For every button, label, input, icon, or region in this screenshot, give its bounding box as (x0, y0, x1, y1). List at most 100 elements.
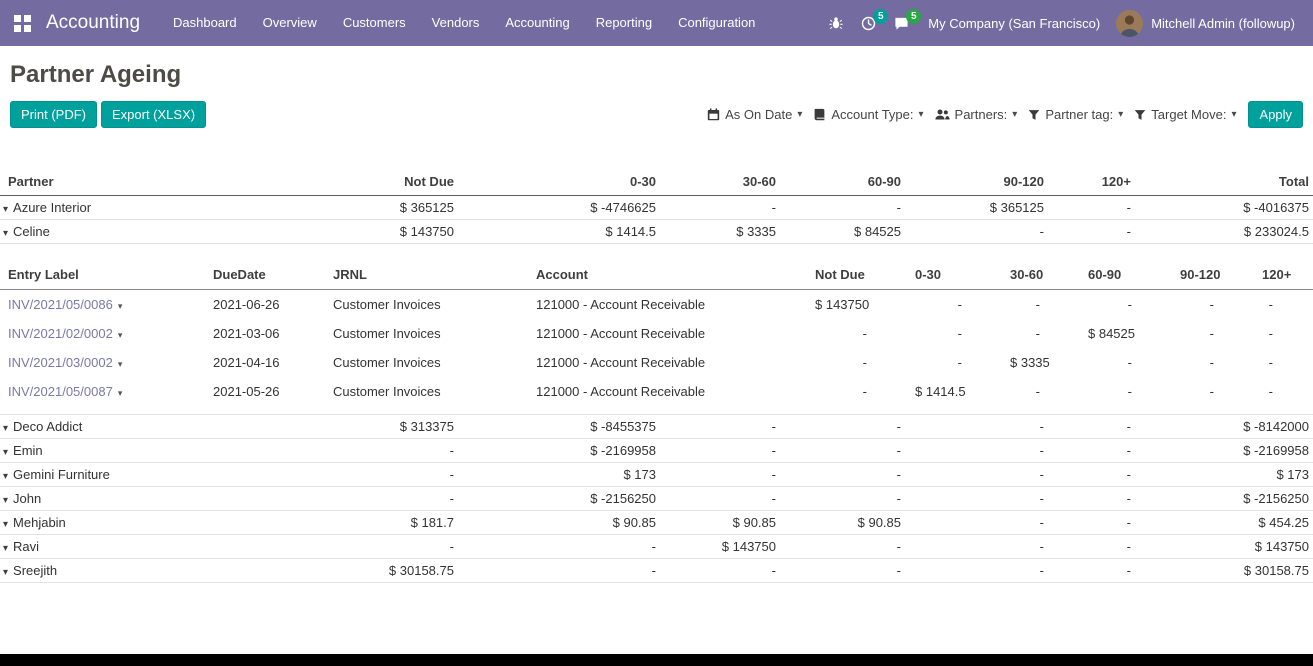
partner-name: Sreejith (13, 563, 58, 578)
filter-label: Account Type: (831, 107, 914, 122)
chevron-down-icon[interactable]: ▾ (117, 330, 123, 340)
bucket-120-plus-cell: - (1048, 195, 1135, 220)
column-header-120-plus: 120+ (1048, 168, 1135, 196)
partner-name: Mehjabin (13, 515, 66, 530)
partner-row[interactable]: ▾ Mehjabin $ 181.7 $ 90.85 $ 90.85 $ 90.8… (0, 510, 1313, 535)
not-due-cell: - (862, 326, 867, 341)
ageing-summary-table-top: Partner Not Due 0-30 30-60 60-90 90-120 … (0, 168, 1313, 244)
menu-item[interactable]: Vendors (431, 15, 480, 30)
chevron-down-icon: ▾ (3, 495, 9, 506)
filter-as-on-date[interactable]: As On Date ▾ (707, 107, 802, 122)
bucket-120-plus-cell: - (1048, 510, 1135, 535)
partner-row[interactable]: ▾ Emin - $ -2169958 - - - - $ -2169958 (0, 438, 1313, 463)
chevron-down-icon: ▾ (3, 567, 9, 578)
menu-item[interactable]: Configuration (678, 15, 756, 30)
not-due-cell: $ 143750 (815, 297, 870, 312)
filter-label: As On Date (725, 107, 793, 122)
partner-name-cell[interactable]: ▾ Sreejith (0, 558, 300, 583)
partner-name-cell[interactable]: ▾ Gemini Furniture (0, 462, 300, 487)
bucket-0-30-cell: - (957, 326, 962, 341)
column-header-entry-label: Entry Label (0, 260, 205, 290)
partner-name-cell[interactable]: ▾ John (0, 486, 300, 511)
partner-row[interactable]: ▾ Deco Addict $ 313375 $ -8455375 - - - -… (0, 414, 1313, 439)
menu-item[interactable]: Overview (262, 15, 317, 30)
not-due-cell: - (862, 355, 867, 370)
filter-icon (1028, 109, 1040, 121)
bucket-120-plus-cell: - (1048, 534, 1135, 559)
partner-row[interactable]: ▾ John - $ -2156250 - - - - $ -2156250 (0, 486, 1313, 511)
filter-partner-tag[interactable]: Partner tag: ▾ (1028, 107, 1123, 122)
bucket-60-90-cell: - (1127, 297, 1132, 312)
partner-name-cell[interactable]: ▾ Azure Interior (0, 195, 300, 220)
chevron-down-icon[interactable]: ▾ (117, 301, 123, 311)
apply-button[interactable]: Apply (1248, 101, 1303, 128)
filter-bar: As On Date ▾ Account Type: ▾ (707, 107, 1236, 122)
partner-row[interactable]: ▾ Sreejith $ 30158.75 - - - - - $ 30158.7… (0, 558, 1313, 583)
filter-label: Partner tag: (1045, 107, 1114, 122)
partner-name-cell[interactable]: ▾ Celine (0, 219, 300, 244)
journal-cell: Customer Invoices (333, 297, 441, 312)
ageing-summary-table-bottom: ▾ Deco Addict $ 313375 $ -8455375 - - - -… (0, 414, 1313, 583)
not-due-cell: $ 30158.75 (300, 558, 458, 583)
app-name[interactable]: Accounting (46, 12, 141, 33)
debug-bug-icon[interactable] (820, 8, 852, 38)
filter-account-type[interactable]: Account Type: ▾ (813, 107, 924, 122)
bucket-30-60-cell: $ 3335 (660, 219, 780, 244)
apps-menu-button[interactable] (0, 0, 44, 46)
chevron-down-icon: ▾ (1231, 109, 1237, 120)
filter-target-move[interactable]: Target Move: ▾ (1134, 107, 1236, 122)
entry-label-cell: INV/2021/02/0002 ▾ (0, 319, 205, 348)
entry-link[interactable]: INV/2021/05/0087 (8, 384, 113, 399)
activity-menu-button[interactable]: 5 (852, 8, 889, 39)
chevron-down-icon[interactable]: ▾ (117, 359, 123, 369)
bucket-60-90-cell: - (780, 462, 905, 487)
partner-row[interactable]: ▾ Azure Interior $ 365125 $ -4746625 - - … (0, 195, 1313, 220)
bucket-0-30-cell: - (458, 558, 660, 583)
filter-partners[interactable]: Partners: ▾ (934, 107, 1018, 122)
bucket-90-120-cell: - (905, 438, 1048, 463)
bucket-0-30-cell: $ 1414.5 (915, 384, 966, 399)
partner-name-cell[interactable]: ▾ Mehjabin (0, 510, 300, 535)
partner-name-cell[interactable]: ▾ Emin (0, 438, 300, 463)
bucket-60-90-cell: - (780, 534, 905, 559)
print-pdf-button[interactable]: Print (PDF) (10, 101, 97, 128)
partner-row[interactable]: ▾ Celine $ 143750 $ 1414.5 $ 3335 $ 84525… (0, 219, 1313, 244)
menu-item[interactable]: Accounting (505, 15, 570, 30)
journal-item-row: INV/2021/03/0002 ▾ 2021-04-16 Customer In… (0, 348, 1313, 377)
chevron-down-icon: ▾ (3, 228, 9, 239)
entry-link[interactable]: INV/2021/02/0002 (8, 326, 113, 341)
partner-row[interactable]: ▾ Ravi - - $ 143750 - - - $ 143750 (0, 534, 1313, 559)
messages-menu-button[interactable]: 5 (885, 8, 922, 39)
export-xlsx-button[interactable]: Export (XLSX) (101, 101, 207, 128)
avatar (1116, 9, 1144, 37)
chevron-down-icon: ▾ (3, 423, 9, 434)
bucket-90-120-cell: - (905, 510, 1048, 535)
bucket-120-plus-cell: - (1048, 486, 1135, 511)
bucket-90-120-cell: - (1209, 326, 1214, 341)
menu-item[interactable]: Reporting (595, 15, 653, 30)
chevron-down-icon[interactable]: ▾ (117, 388, 123, 398)
user-name: Mitchell Admin (followup) (1151, 15, 1295, 31)
activity-badge: 5 (873, 8, 889, 24)
chevron-down-icon: ▾ (1012, 109, 1018, 120)
user-menu[interactable]: Mitchell Admin (followup) (1116, 9, 1301, 37)
bucket-0-30-cell: $ -2169958 (458, 438, 660, 463)
partner-row[interactable]: ▾ Gemini Furniture - $ 173 - - - - $ 173 (0, 462, 1313, 487)
bucket-60-90-cell: - (780, 486, 905, 511)
menu-item[interactable]: Dashboard (173, 15, 237, 30)
bucket-120-plus-cell: - (1268, 384, 1273, 399)
total-cell: $ 30158.75 (1135, 558, 1313, 583)
chat-bubble-icon (894, 16, 909, 31)
menu-item[interactable]: Customers (342, 15, 406, 30)
entry-link[interactable]: INV/2021/05/0086 (8, 297, 113, 312)
actions-row: Print (PDF) Export (XLSX) As On Date ▾ (0, 101, 1313, 128)
bucket-30-60-cell: - (1035, 384, 1040, 399)
account-cell: 121000 - Account Receivable (536, 326, 706, 341)
partner-name-cell[interactable]: ▾ Ravi (0, 534, 300, 559)
company-switcher[interactable]: My Company (San Francisco) (928, 15, 1101, 31)
partner-name: Celine (13, 224, 50, 239)
entry-link[interactable]: INV/2021/03/0002 (8, 355, 113, 370)
column-header-not-due: Not Due (300, 168, 458, 196)
due-date-cell: 2021-05-26 (213, 384, 280, 399)
partner-name-cell[interactable]: ▾ Deco Addict (0, 414, 300, 439)
